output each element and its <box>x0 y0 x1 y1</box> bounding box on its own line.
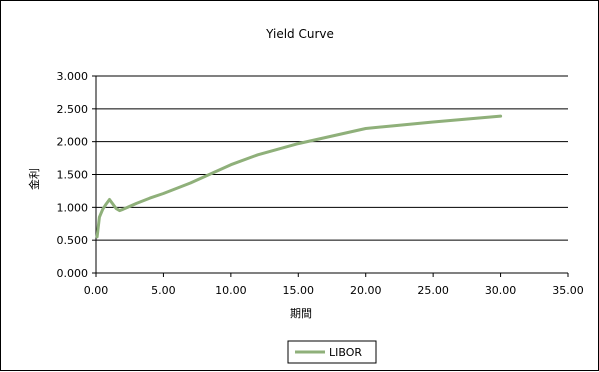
x-tick-label-3: 15.00 <box>283 284 315 297</box>
y-tick-label-3: 1.500 <box>57 169 89 182</box>
x-tick-label-7: 35.00 <box>552 284 584 297</box>
y-tick-label-6: 3.000 <box>57 70 89 83</box>
legend: LIBOR <box>288 341 376 363</box>
y-tick-label-5: 2.500 <box>57 103 89 116</box>
y-tick-labels: 0.000 0.500 1.000 1.500 2.000 2.500 3.000 <box>57 70 89 280</box>
x-tick-label-1: 5.00 <box>151 284 176 297</box>
x-tick-label-6: 30.00 <box>485 284 517 297</box>
x-tick-label-2: 10.00 <box>215 284 247 297</box>
series-line-libor <box>97 116 501 237</box>
x-tick-labels: 0.00 5.00 10.00 15.00 20.00 25.00 30.00 35.00 <box>84 284 584 297</box>
axes <box>92 76 568 277</box>
y-tick-label-4: 2.000 <box>57 136 89 149</box>
series-lines <box>97 116 501 237</box>
x-axis-title: 期間 <box>290 307 312 320</box>
y-axis-title: 金利 <box>27 168 41 190</box>
x-tick-label-5: 25.00 <box>417 284 449 297</box>
chart-title: Yield Curve <box>265 27 334 41</box>
legend-label: LIBOR <box>329 346 362 359</box>
x-tick-label-4: 20.00 <box>350 284 382 297</box>
y-tick-label-1: 0.500 <box>57 234 89 247</box>
x-tick-label-0: 0.00 <box>84 284 109 297</box>
y-tick-label-0: 0.000 <box>57 267 89 280</box>
grid-lines <box>96 76 568 273</box>
y-tick-label-2: 1.000 <box>57 201 89 214</box>
